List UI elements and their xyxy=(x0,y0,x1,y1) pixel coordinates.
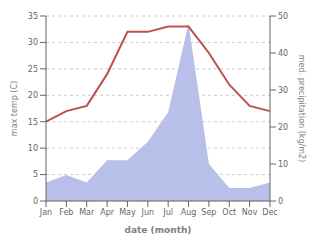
svg-text:35: 35 xyxy=(28,12,38,21)
svg-text:max temp (C): max temp (C) xyxy=(10,81,19,136)
svg-text:20: 20 xyxy=(278,123,288,132)
svg-text:25: 25 xyxy=(28,65,38,74)
svg-text:10: 10 xyxy=(28,144,38,153)
svg-text:Oct: Oct xyxy=(222,208,236,217)
svg-text:Mar: Mar xyxy=(79,208,95,217)
svg-text:Sep: Sep xyxy=(201,208,216,217)
svg-text:15: 15 xyxy=(28,118,38,127)
svg-text:Jul: Jul xyxy=(162,208,173,217)
svg-text:5: 5 xyxy=(33,170,38,179)
svg-text:Feb: Feb xyxy=(59,208,73,217)
svg-text:Aug: Aug xyxy=(181,208,197,217)
svg-text:Jun: Jun xyxy=(141,208,155,217)
svg-text:30: 30 xyxy=(278,86,288,95)
svg-text:10: 10 xyxy=(278,160,288,169)
svg-text:May: May xyxy=(119,208,136,217)
svg-text:Jan: Jan xyxy=(39,208,52,217)
svg-text:50: 50 xyxy=(278,12,288,21)
svg-text:40: 40 xyxy=(278,49,288,58)
svg-text:30: 30 xyxy=(28,38,38,47)
svg-text:20: 20 xyxy=(28,91,38,100)
svg-text:med. precipitation (kg/m2): med. precipitation (kg/m2) xyxy=(297,55,306,162)
svg-text:Dec: Dec xyxy=(262,208,277,217)
svg-text:Nov: Nov xyxy=(242,208,258,217)
svg-text:Apr: Apr xyxy=(100,208,115,217)
svg-text:0: 0 xyxy=(33,197,38,206)
svg-text:date (month): date (month) xyxy=(125,225,192,235)
svg-text:0: 0 xyxy=(278,197,283,206)
